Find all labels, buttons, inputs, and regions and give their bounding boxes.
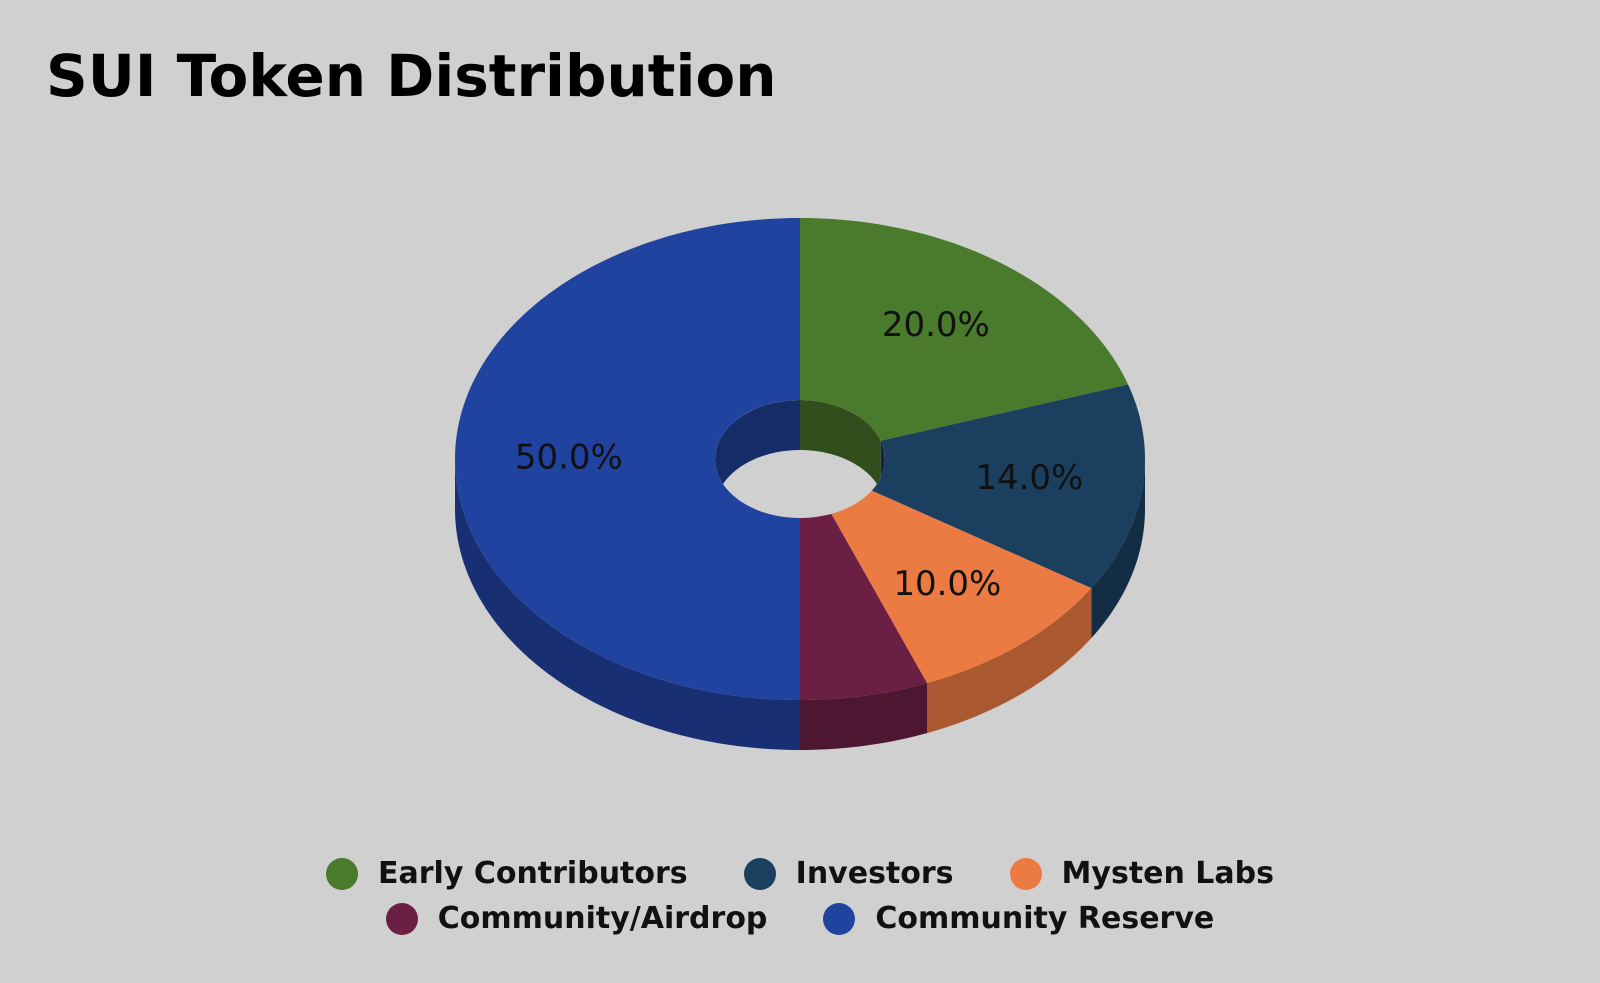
slice-side: [1091, 459, 1145, 639]
legend-marker: [326, 857, 358, 890]
legend-item: Community/Airdrop: [385, 901, 768, 936]
legend-item: Mysten Labs: [1009, 856, 1274, 891]
legend-label: Mysten Labs: [1061, 856, 1274, 891]
legend-marker: [823, 902, 856, 935]
slice: [831, 490, 1092, 684]
value-label: 20.0%: [882, 305, 990, 345]
legend: Early Contributors Investors Mysten Labs Co…: [150, 856, 1450, 936]
slice-side: [455, 459, 800, 750]
slice-side: [800, 683, 927, 750]
slice: [800, 513, 927, 700]
slice-inner-side: [715, 400, 800, 509]
value-label: 10.0%: [893, 564, 1001, 604]
value-label: 14.0%: [975, 458, 1083, 498]
slice: [455, 218, 800, 700]
slice: [800, 218, 1129, 441]
legend-marker: [743, 857, 776, 890]
value-label: 50.0%: [515, 438, 623, 478]
legend-label: Community/Airdrop: [437, 901, 768, 936]
chart-title: SUI Token Distribution: [46, 42, 777, 110]
legend-marker: [385, 902, 418, 935]
legend-item: Investors: [743, 856, 954, 891]
legend-item: Community Reserve: [823, 901, 1214, 936]
legend-item: Early Contributors: [326, 856, 688, 891]
slice-inner-side: [800, 400, 881, 491]
legend-label: Early Contributors: [378, 856, 688, 891]
slice-side: [927, 588, 1092, 734]
legend-label: Community Reserve: [875, 901, 1215, 936]
legend-label: Investors: [795, 856, 954, 891]
legend-marker: [1009, 857, 1042, 890]
slice: [871, 384, 1145, 589]
